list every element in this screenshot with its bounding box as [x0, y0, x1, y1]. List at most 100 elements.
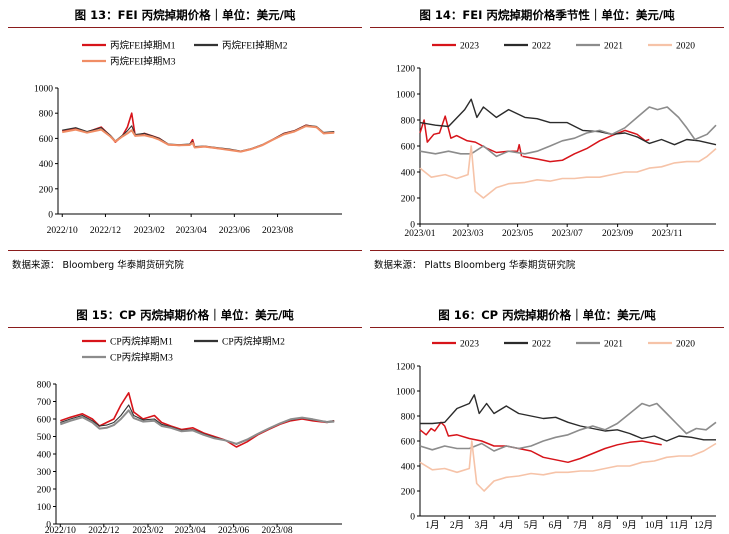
chart-panel-fei-seasonal: 图 14：FEI 丙烷掉期价格季节性｜单位：美元/吨 2023 2022 2021 2…: [370, 6, 724, 274]
x-tick-label: 2023/06: [219, 226, 250, 236]
y-tick-label: 200: [401, 488, 416, 498]
y-tick-label: 1000: [396, 91, 415, 101]
chart-title: 图 14：FEI 丙烷掉期价格季节性｜单位：美元/吨: [419, 8, 675, 22]
y-tick-label: 500: [37, 433, 52, 443]
x-tick-label: 12月: [694, 520, 713, 531]
y-tick-label: 200: [39, 185, 54, 195]
title-rule: [370, 327, 724, 328]
y-tick-label: 600: [39, 135, 54, 145]
chart-panel-fei-swap: 图 13：FEI 丙烷掉期价格｜单位：美元/吨 丙烷FEI掉期M1 丙烷FEI掉期…: [8, 6, 362, 274]
cp-swap-line-chart: CP丙烷掉期M1 CP丙烷掉期M2 CP丙烷掉期M3 0 100 200 300 400 500…: [37, 336, 342, 534]
legend-label: 丙烷FEI掉期M2: [222, 40, 288, 52]
y-tick-label: 400: [37, 451, 52, 461]
y-tick-label: 300: [37, 468, 52, 478]
x-tick-label: 2023/01: [404, 229, 435, 239]
y-tick-label: 1200: [396, 363, 415, 373]
chart-legend: 丙烷FEI掉期M1 丙烷FEI掉期M2 丙烷FEI掉期M3: [82, 40, 288, 68]
series-line-2021: [419, 402, 717, 452]
x-tick-label: 3月: [475, 520, 489, 531]
fei-seasonal-line-chart: 2023 2022 2021 2020 0 200 400 600 800 1000 1200 202…: [396, 42, 717, 239]
x-tick-label: 4月: [499, 520, 513, 531]
series-line-丙烷FEI掉期M3: [62, 125, 335, 153]
cp-seasonal-line-chart: 2023 2022 2021 2020 0 200 400 600 800 1000 1200 1月 2…: [396, 340, 717, 531]
data-source: 数据来源： Platts Bloomberg 华泰期货研究院: [374, 260, 576, 271]
y-tick-label: 800: [401, 117, 416, 127]
series-line-2022: [419, 98, 717, 146]
legend-label: CP丙烷掉期M3: [110, 352, 173, 364]
series-line-2022: [420, 394, 716, 442]
source-rule: [8, 250, 362, 251]
y-tick-label: 0: [410, 513, 415, 523]
x-tick-label: 6月: [549, 520, 563, 531]
x-tick-label: 2022/10: [47, 226, 78, 236]
y-tick-label: 700: [37, 398, 52, 408]
series-line-2020: [419, 440, 717, 492]
y-tick-label: 600: [401, 143, 416, 153]
legend-label: 2021: [604, 42, 623, 52]
title-rule: [370, 27, 724, 28]
series-line-CP丙烷掉期M1: [60, 391, 335, 448]
x-tick-label: 7月: [573, 520, 587, 531]
series-line-CP丙烷掉期M3: [59, 409, 335, 445]
legend-label: CP丙烷掉期M2: [222, 336, 285, 348]
fei-swap-line-chart: 丙烷FEI掉期M1 丙烷FEI掉期M2 丙烷FEI掉期M3 0 200 400 600 800…: [34, 40, 342, 236]
chart-legend: 2023 2022 2021 2020: [432, 42, 695, 52]
x-tick-label: 2023/04: [175, 526, 206, 534]
chart-panel-cp-seasonal: 图 16：CP 丙烷掉期价格｜单位：美元/吨 2023 2022 2021 2020 0…: [370, 306, 724, 534]
x-tick-label: 8月: [598, 520, 612, 531]
y-tick-label: 1000: [396, 388, 415, 398]
legend-label: 2023: [460, 42, 479, 52]
x-tick-label: 1月: [425, 520, 439, 531]
chart-panel-cp-swap: 图 15：CP 丙烷掉期价格｜单位：美元/吨 CP丙烷掉期M1 CP丙烷掉期M2 C…: [8, 306, 362, 534]
chart-legend: CP丙烷掉期M1 CP丙烷掉期M2 CP丙烷掉期M3: [82, 336, 285, 364]
series-line-2020: [419, 145, 717, 199]
x-tick-label: 10月: [645, 520, 664, 531]
legend-label: 2020: [676, 340, 695, 350]
chart-title: 图 15：CP 丙烷掉期价格｜单位：美元/吨: [76, 308, 294, 322]
legend-label: 2021: [604, 340, 623, 350]
x-tick-label: 2023/09: [602, 229, 633, 239]
x-tick-label: 2022/10: [45, 526, 76, 534]
y-tick-label: 400: [401, 463, 416, 473]
y-tick-label: 1200: [396, 65, 415, 75]
x-tick-label: 2023/02: [134, 226, 165, 236]
legend-label: 2020: [676, 42, 695, 52]
y-tick-label: 0: [46, 521, 51, 531]
x-tick-label: 2023/05: [502, 229, 533, 239]
x-tick-label: 2023/06: [218, 526, 249, 534]
x-tick-label: 9月: [623, 520, 637, 531]
series-line-2023: [522, 129, 650, 163]
y-tick-label: 400: [39, 160, 54, 170]
y-tick-label: 600: [401, 438, 416, 448]
legend-label: CP丙烷掉期M1: [110, 336, 173, 348]
x-tick-label: 2023/11: [652, 229, 683, 239]
y-tick-label: 0: [48, 211, 53, 221]
legend-label: 丙烷FEI掉期M3: [110, 56, 176, 68]
title-rule: [8, 327, 362, 328]
legend-label: 丙烷FEI掉期M1: [110, 40, 176, 52]
source-rule: [370, 250, 724, 251]
y-tick-label: 600: [37, 416, 52, 426]
x-tick-label: 2022/12: [90, 226, 121, 236]
legend-label: 2022: [532, 42, 551, 52]
y-tick-label: 800: [401, 413, 416, 423]
chart-legend: 2023 2022 2021 2020: [432, 340, 695, 350]
chart-title: 图 13：FEI 丙烷掉期价格｜单位：美元/吨: [74, 8, 296, 22]
x-tick-label: 2023/02: [132, 526, 163, 534]
legend-label: 2023: [460, 340, 479, 350]
y-tick-label: 1000: [34, 85, 53, 95]
x-tick-label: 2023/08: [262, 226, 293, 236]
y-tick-label: 800: [37, 381, 52, 391]
data-source: 数据来源： Bloomberg 华泰期货研究院: [12, 260, 184, 271]
x-tick-label: 2023/04: [176, 226, 207, 236]
y-tick-label: 0: [410, 221, 415, 231]
y-tick-label: 800: [39, 110, 54, 120]
y-tick-label: 200: [37, 486, 52, 496]
legend-label: 2022: [532, 340, 551, 350]
x-tick-label: 2022/12: [88, 526, 119, 534]
x-tick-label: 2月: [450, 520, 464, 531]
y-tick-label: 200: [401, 195, 416, 205]
x-tick-label: 2023/03: [452, 229, 483, 239]
x-tick-label: 2023/07: [552, 229, 583, 239]
title-rule: [8, 27, 362, 28]
